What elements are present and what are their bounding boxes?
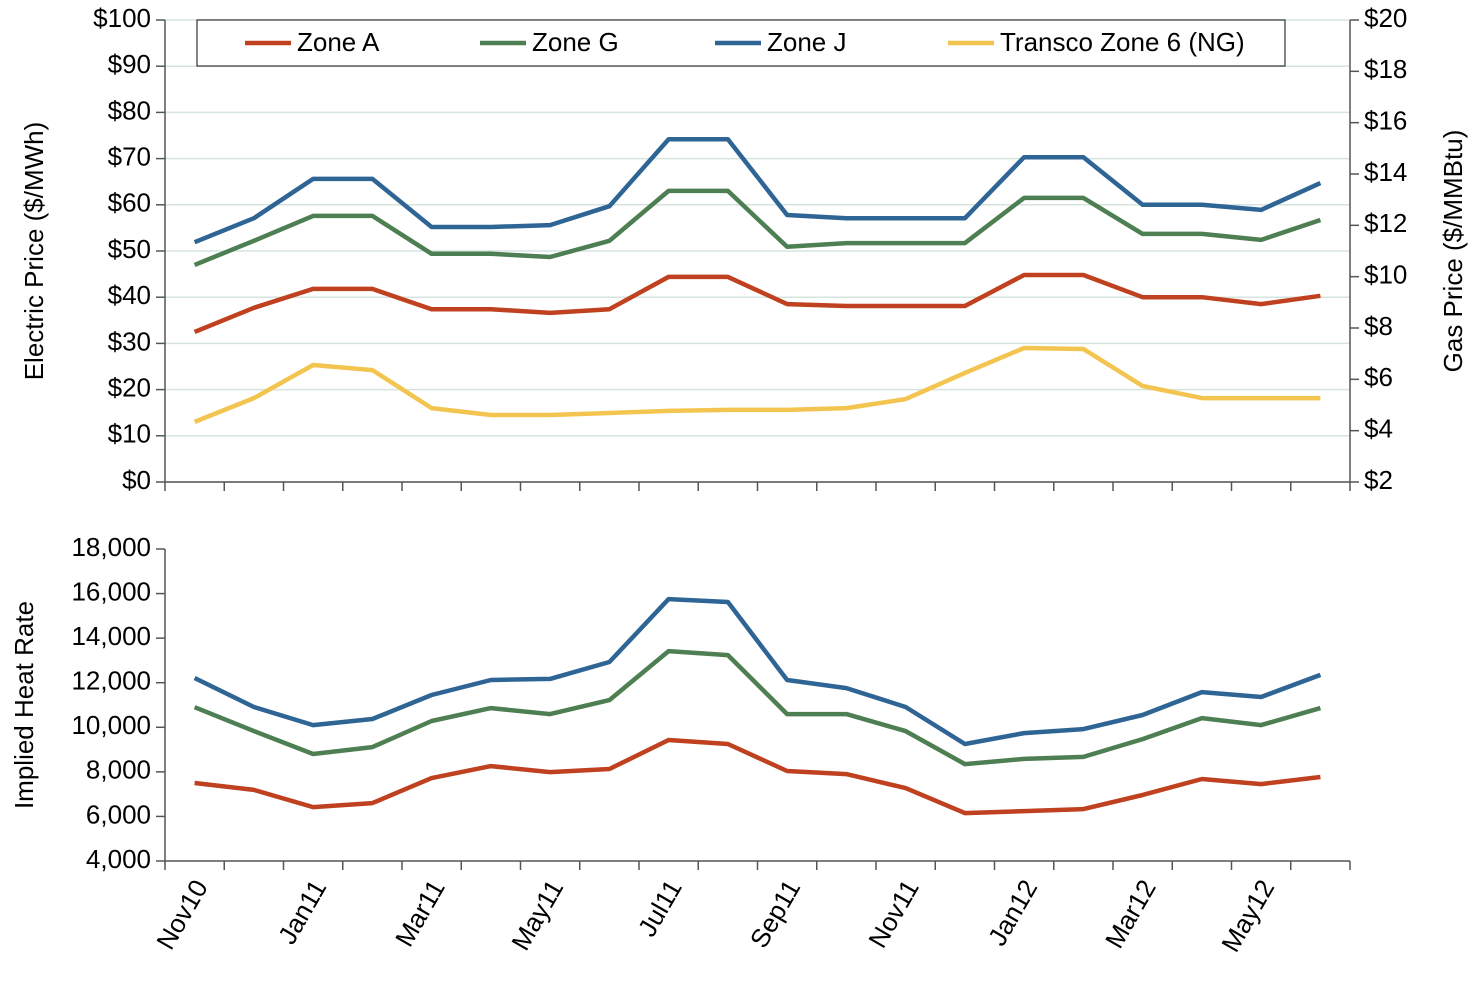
- y-tick-label: 16,000: [71, 576, 151, 606]
- y-axis-title: Electric Price ($/MWh): [19, 122, 49, 381]
- y2-tick-label: $16: [1364, 106, 1407, 136]
- y-tick-label: $80: [108, 95, 151, 125]
- y-tick-label: $60: [108, 188, 151, 218]
- y2-tick-label: $4: [1364, 414, 1393, 444]
- series-line: [193, 188, 1322, 267]
- y-tick-label: $10: [108, 419, 151, 449]
- series-line: [193, 272, 1321, 334]
- y2-tick-label: $14: [1364, 157, 1407, 187]
- series-line: [193, 596, 1322, 747]
- y2-tick-label: $8: [1364, 311, 1393, 341]
- y-tick-label: $50: [108, 234, 151, 264]
- y-tick-label: $0: [122, 465, 151, 495]
- y-tick-label: $70: [108, 141, 151, 171]
- legend-label: Transco Zone 6 (NG): [1000, 27, 1245, 57]
- y-tick-label: 6,000: [86, 799, 151, 829]
- y-tick-label: 10,000: [71, 710, 151, 740]
- y-tick-label: $30: [108, 326, 151, 356]
- legend-label: Zone J: [767, 27, 847, 57]
- y2-tick-label: $20: [1364, 3, 1407, 33]
- x-tick-label: Sep11: [744, 874, 807, 952]
- series-line: [193, 136, 1322, 245]
- y-tick-label: 14,000: [71, 621, 151, 651]
- legend-label: Zone G: [532, 27, 619, 57]
- x-tick-label: Jan11: [272, 874, 332, 949]
- y-tick-label: $100: [93, 3, 151, 33]
- y-tick-label: 18,000: [71, 532, 151, 562]
- series-line: [193, 345, 1321, 424]
- y2-tick-label: $10: [1364, 260, 1407, 290]
- x-tick-label: Nov10: [150, 874, 214, 954]
- y2-tick-label: $12: [1364, 208, 1407, 238]
- y2-tick-label: $2: [1364, 465, 1393, 495]
- y-axis-title: Implied Heat Rate: [9, 601, 39, 809]
- x-tick-label: Jul11: [632, 874, 688, 941]
- y-tick-label: 8,000: [86, 755, 151, 785]
- y2-axis-title: Gas Price ($/MMBtu): [1438, 130, 1468, 373]
- y-tick-label: 4,000: [86, 844, 151, 874]
- y2-tick-label: $6: [1364, 362, 1393, 392]
- x-tick-label: Jan12: [982, 874, 1043, 950]
- y-tick-label: 12,000: [71, 666, 151, 696]
- x-tick-label: May12: [1215, 874, 1280, 957]
- x-tick-label: Mar11: [389, 874, 451, 951]
- x-tick-label: May11: [505, 874, 569, 955]
- y-tick-label: $20: [108, 372, 151, 402]
- y-tick-label: $40: [108, 280, 151, 310]
- x-tick-label: Nov11: [862, 874, 925, 952]
- series-line: [194, 737, 1321, 816]
- legend-label: Zone A: [297, 27, 380, 57]
- series-line: [193, 648, 1322, 767]
- y-tick-label: $90: [108, 49, 151, 79]
- y2-tick-label: $18: [1364, 54, 1407, 84]
- x-tick-label: Mar12: [1099, 874, 1162, 953]
